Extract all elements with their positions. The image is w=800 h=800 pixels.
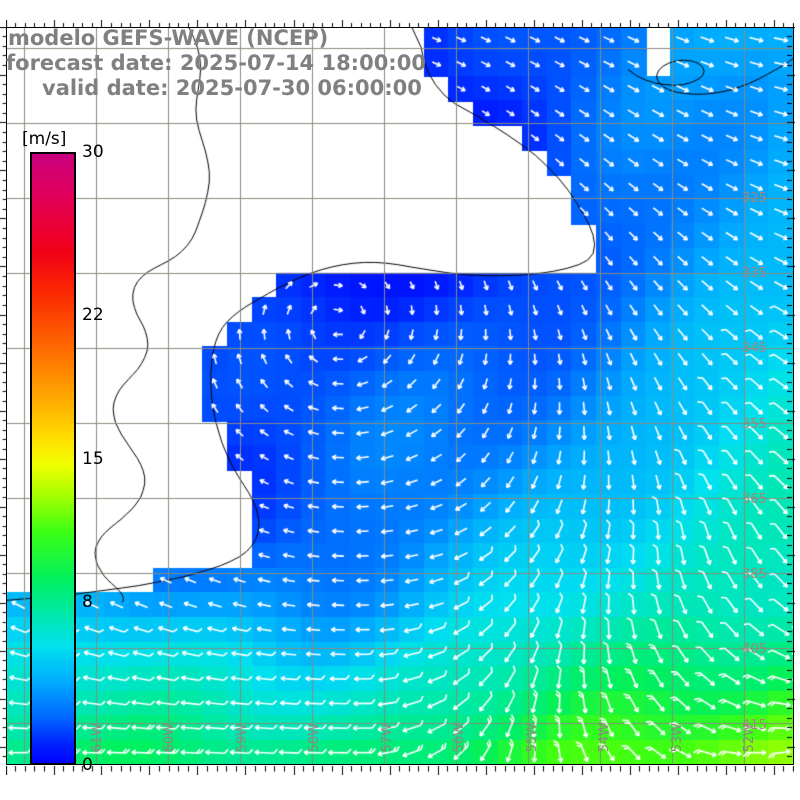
colorbar <box>30 152 76 765</box>
map-plot-area[interactable] <box>6 27 794 765</box>
y-axis-label: 355 <box>742 417 767 432</box>
colorbar-tick-label: 15 <box>82 448 104 469</box>
ruler-right <box>787 27 795 765</box>
ruler-left <box>0 27 7 765</box>
x-axis-label: 55W <box>525 723 540 753</box>
x-axis-label: 54W <box>597 723 612 753</box>
x-axis-label: 58W <box>307 723 322 753</box>
colorbar-tick-label: 8 <box>82 591 93 612</box>
x-axis-label: 61W <box>90 723 105 753</box>
x-axis-label: 53W <box>670 723 685 753</box>
colorbar-tick-label: 22 <box>82 305 104 326</box>
colorbar-tick-label: 0 <box>82 755 93 775</box>
x-axis-label: 59W <box>235 723 250 753</box>
y-axis-label: 325 <box>742 191 767 206</box>
x-axis-label: 56W <box>452 723 467 753</box>
wind-barb-arrows <box>6 27 794 765</box>
y-axis-label: 335 <box>742 266 767 281</box>
title-model-line: modelo GEFS-WAVE (NCEP) <box>8 26 329 50</box>
x-axis-label: 57W <box>380 723 395 753</box>
x-axis-label: 60W <box>162 723 177 753</box>
figure-title-block: modelo GEFS-WAVE (NCEP) forecast date: 2… <box>0 26 520 101</box>
ruler-bottom <box>6 766 794 775</box>
y-axis-label: 415 <box>742 718 767 733</box>
colorbar-unit-label: [m/s] <box>22 129 67 149</box>
y-axis-label: 385 <box>742 567 767 582</box>
colorbar-gradient <box>30 152 76 765</box>
y-axis-label: 345 <box>742 341 767 356</box>
title-forecast-date: forecast date: 2025-07-14 18:00:00 <box>6 51 426 75</box>
title-valid-date: valid date: 2025-07-30 06:00:00 <box>42 76 422 100</box>
ruler-top <box>6 20 794 28</box>
y-axis-label: 365 <box>742 492 767 507</box>
y-axis-label: 405 <box>742 642 767 657</box>
colorbar-tick-label: 30 <box>82 142 104 162</box>
